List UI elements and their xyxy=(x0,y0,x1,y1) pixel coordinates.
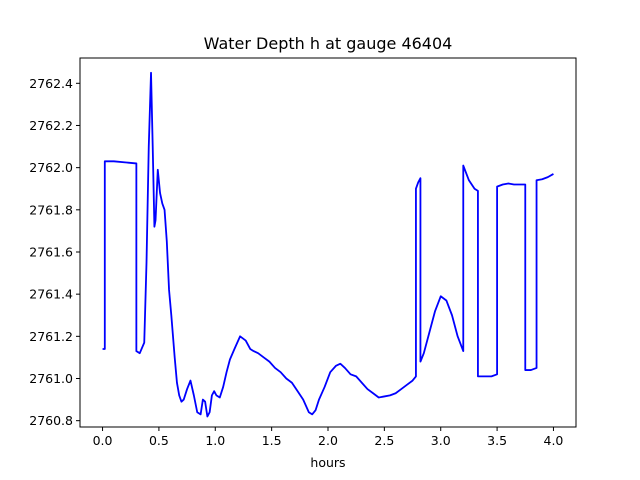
x-tick-label: 2.0 xyxy=(318,433,338,448)
x-tick-label: 3.5 xyxy=(487,433,507,448)
y-tick-label: 2761.4 xyxy=(29,287,73,302)
y-tick-label: 2761.0 xyxy=(29,371,73,386)
x-tick-label: 3.0 xyxy=(431,433,451,448)
chart-title: Water Depth h at gauge 46404 xyxy=(204,34,453,53)
y-tick-label: 2762.2 xyxy=(29,118,73,133)
y-axis: 2760.8 2761.0 2761.2 2761.4 2761.6 2761.8 2762… xyxy=(29,76,80,428)
x-tick-label: 2.5 xyxy=(374,433,394,448)
axes-background xyxy=(80,58,576,427)
x-axis-label: hours xyxy=(310,455,345,470)
series-layer xyxy=(102,71,554,418)
y-tick-label: 2762.4 xyxy=(29,76,73,91)
plot-area xyxy=(80,58,576,427)
series-line-0 xyxy=(102,71,554,418)
x-tick-label: 1.0 xyxy=(205,433,225,448)
x-tick-label: 4.0 xyxy=(544,433,564,448)
y-tick-label: 2762.0 xyxy=(29,160,73,175)
y-tick-label: 2761.2 xyxy=(29,329,73,344)
x-axis: 0.0 0.5 1.0 1.5 2.0 2.5 3.0 3.5 4.0 xyxy=(93,427,564,448)
y-tick-label: 2761.6 xyxy=(29,244,73,259)
x-tick-label: 0.5 xyxy=(149,433,169,448)
y-tick-label: 2760.8 xyxy=(29,413,73,428)
x-tick-label: 0.0 xyxy=(93,433,113,448)
x-tick-label: 1.5 xyxy=(262,433,282,448)
y-tick-label: 2761.8 xyxy=(29,202,73,217)
